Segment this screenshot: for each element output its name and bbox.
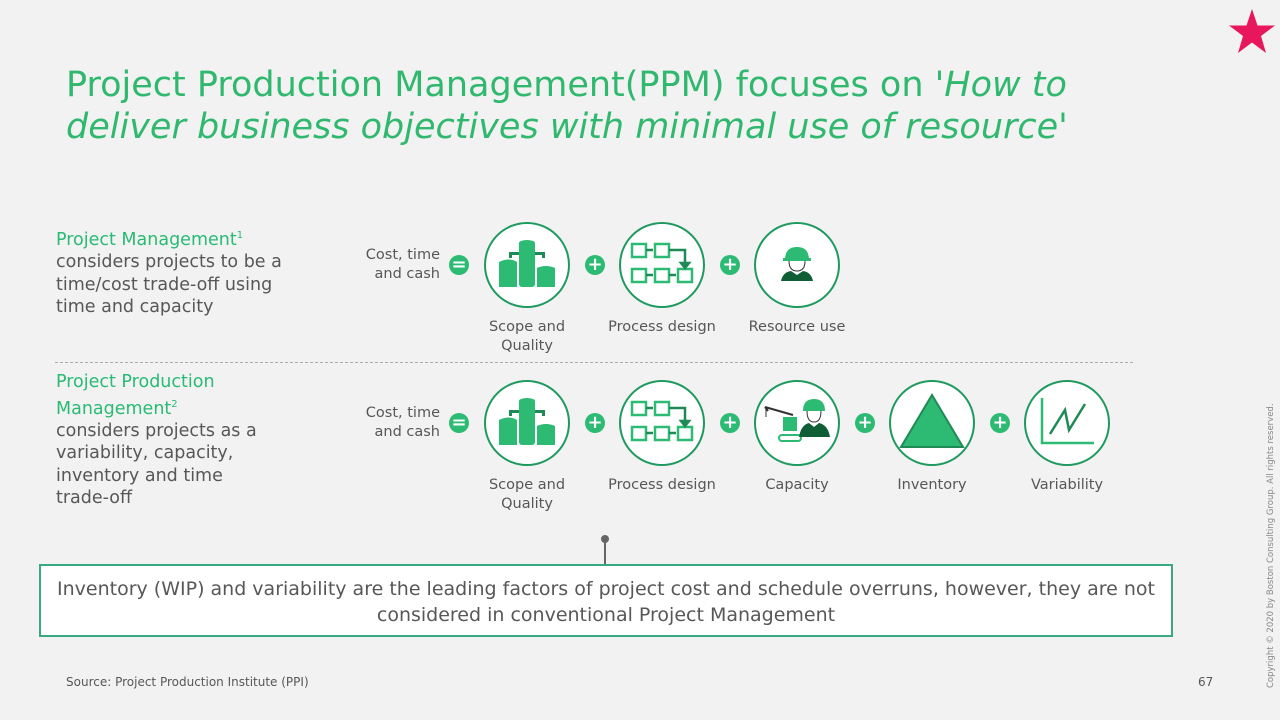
divider bbox=[55, 362, 1133, 363]
project-management-description: Project Management1 considers projects t… bbox=[56, 225, 286, 319]
plus-icon: + bbox=[720, 413, 740, 433]
process-flow-circle bbox=[619, 380, 705, 466]
star-logo-icon bbox=[1229, 9, 1275, 53]
description-text: considers projects as a variability, cap… bbox=[56, 420, 257, 509]
page-title: Project Production Management(PPM) focus… bbox=[66, 64, 1186, 148]
process-flow-icon bbox=[630, 399, 694, 447]
equals-icon: = bbox=[449, 255, 469, 275]
copyright: Copyright © 2020 by Boston Consulting Gr… bbox=[1266, 403, 1276, 688]
cost-time-cash-label: Cost, time and cash bbox=[365, 247, 440, 282]
page-title-main: Project Production Management(PPM) focus… bbox=[66, 65, 935, 105]
tanks-circle bbox=[484, 222, 570, 308]
process-flow-circle bbox=[619, 222, 705, 308]
item-label: Inventory bbox=[897, 477, 967, 493]
triangle-icon bbox=[899, 393, 965, 453]
line-chart-icon bbox=[1039, 396, 1095, 450]
footnote-marker: 2 bbox=[171, 398, 178, 410]
footnote-marker: 1 bbox=[236, 230, 244, 241]
ppm-description: Project Production Management2 considers… bbox=[56, 371, 266, 510]
crane-worker-icon bbox=[761, 393, 833, 453]
item-label: Scope and Quality bbox=[488, 319, 566, 354]
plus-icon: + bbox=[720, 255, 740, 275]
item-label: Variability bbox=[1030, 477, 1104, 493]
triangle-circle bbox=[889, 380, 975, 466]
tanks-icon bbox=[497, 396, 557, 450]
cost-time-cash-label: Cost, time and cash bbox=[365, 405, 440, 440]
item-label: Scope and Quality bbox=[488, 477, 566, 512]
equals-icon: = bbox=[449, 413, 469, 433]
worker-circle bbox=[754, 222, 840, 308]
tanks-icon bbox=[497, 238, 557, 292]
tanks-circle bbox=[484, 380, 570, 466]
crane-worker-circle bbox=[754, 380, 840, 466]
plus-icon: + bbox=[855, 413, 875, 433]
description-text: considers projects to be a time/cost tra… bbox=[56, 252, 282, 318]
callout-box: Inventory (WIP) and variability are the … bbox=[39, 564, 1173, 637]
page-title-quote: 'How to deliver business objectives with… bbox=[66, 65, 1068, 147]
plus-icon: + bbox=[585, 255, 605, 275]
worker-icon bbox=[779, 245, 815, 285]
item-label: Process design bbox=[608, 319, 716, 335]
item-label: Resource use bbox=[748, 319, 846, 335]
plus-icon: + bbox=[990, 413, 1010, 433]
description-heading: Project Management bbox=[56, 229, 237, 250]
source-note: Source: Project Production Institute (PP… bbox=[66, 675, 309, 689]
item-label: Process design bbox=[608, 477, 716, 493]
page-number: 67 bbox=[1198, 675, 1214, 689]
description-heading: Project Production Management bbox=[56, 372, 215, 419]
line-chart-circle bbox=[1024, 380, 1110, 466]
process-flow-icon bbox=[630, 241, 694, 289]
item-label: Capacity bbox=[765, 477, 829, 493]
connector-line bbox=[604, 538, 606, 564]
plus-icon: + bbox=[585, 413, 605, 433]
